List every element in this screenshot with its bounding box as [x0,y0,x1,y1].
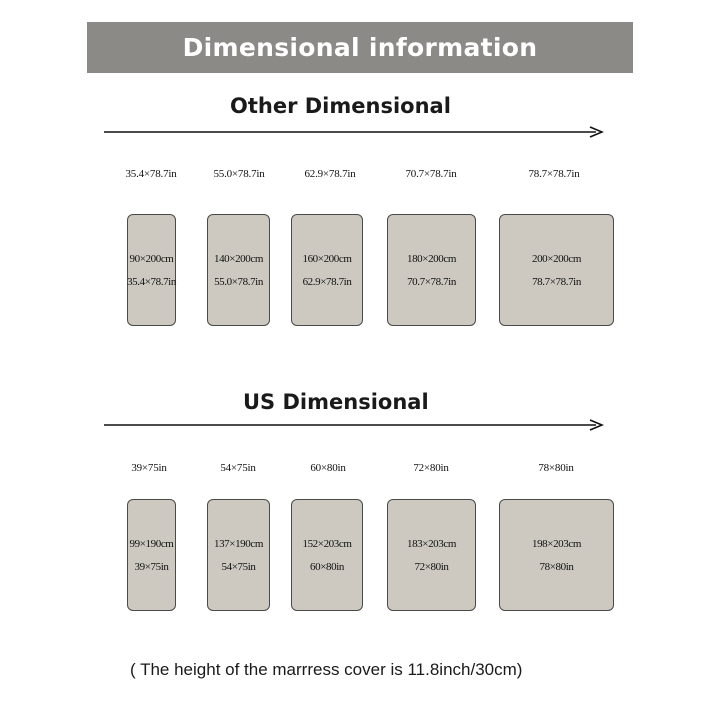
cm-size: 137×190cm [213,538,264,550]
size-label: 70.7×78.7in [405,168,457,180]
size-label: 78.7×78.7in [528,168,580,180]
cm-size: 140×200cm [213,253,264,265]
cm-size: 152×203cm [302,538,352,550]
cm-size: 90×200cm [129,253,174,265]
mattress-box: 90×200cm 35.4×78.7in [127,214,176,326]
cm-size: 99×190cm [129,538,174,550]
inch-size: 62.9×78.7in [302,276,352,288]
title-banner: Dimensional information [87,22,633,73]
mattress-box: 160×200cm 62.9×78.7in [291,214,363,326]
inch-size: 78.7×78.7in [532,276,581,288]
inch-size: 39×75in [134,561,169,573]
cm-size: 180×200cm [406,253,457,265]
mattress-box: 152×203cm 60×80in [291,499,363,611]
section-title-us: US Dimensional [243,390,429,414]
cm-size: 198×203cm [531,538,582,550]
size-label: 72×80in [413,462,449,474]
cm-size: 160×200cm [302,253,352,265]
banner-title: Dimensional information [182,33,538,62]
inch-size: 35.4×78.7in [127,276,176,288]
inch-size: 55.0×78.7in [214,276,263,288]
inch-size: 60×80in [310,561,344,573]
mattress-box: 140×200cm 55.0×78.7in [207,214,270,326]
arrow-us [104,419,604,431]
inch-size: 54×75in [221,561,256,573]
cm-size: 183×203cm [406,538,457,550]
size-label: 54×75in [220,462,256,474]
mattress-box: 99×190cm 39×75in [127,499,176,611]
size-label: 55.0×78.7in [213,168,265,180]
mattress-box: 183×203cm 72×80in [387,499,476,611]
inch-size: 78×80in [539,561,574,573]
size-label: 60×80in [310,462,346,474]
size-label: 62.9×78.7in [304,168,356,180]
cm-size: 200×200cm [531,253,582,265]
size-label: 78×80in [538,462,574,474]
inch-size: 72×80in [414,561,449,573]
mattress-box: 180×200cm 70.7×78.7in [387,214,476,326]
mattress-box: 200×200cm 78.7×78.7in [499,214,614,326]
section-title-other: Other Dimensional [230,94,451,118]
mattress-box: 137×190cm 54×75in [207,499,270,611]
size-label: 39×75in [131,462,167,474]
arrow-other [104,126,604,138]
mattress-box: 198×203cm 78×80in [499,499,614,611]
size-label: 35.4×78.7in [125,168,177,180]
footnote: ( The height of the marrress cover is 11… [130,660,523,679]
inch-size: 70.7×78.7in [407,276,456,288]
